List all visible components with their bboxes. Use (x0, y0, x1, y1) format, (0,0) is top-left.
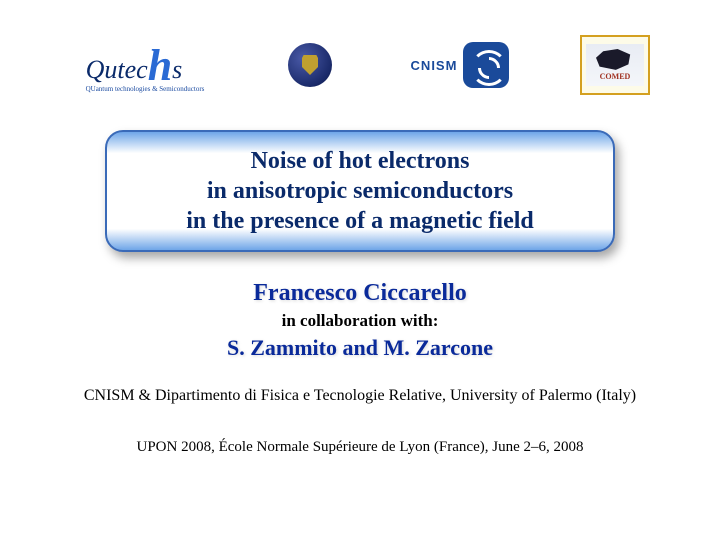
logo-row: Qutechs QUantum technologies & Semicondu… (0, 0, 720, 110)
author-main: Francesco Ciccarello (0, 280, 720, 307)
title-line-3: in the presence of a magnetic field (127, 206, 593, 236)
logo-comed: COMED (580, 35, 650, 95)
comed-map-icon (596, 49, 632, 71)
cnism-label: CNISM (411, 58, 458, 73)
logo-qutechs: Qutechs QUantum technologies & Semicondu… (70, 35, 220, 95)
title-line-2: in anisotropic semiconductors (127, 176, 593, 206)
qutechs-wordmark: Qutechs (86, 38, 205, 89)
title-line-1: Noise of hot electrons (127, 146, 593, 176)
venue: UPON 2008, École Normale Supérieure de L… (0, 439, 720, 456)
authors-block: Francesco Ciccarello in collaboration wi… (0, 280, 720, 456)
coauthors: S. Zammito and M. Zarcone (0, 335, 720, 361)
cnism-swirl-icon (463, 42, 509, 88)
comed-label: COMED (586, 72, 644, 81)
logo-university-shield (280, 35, 340, 95)
shield-icon (288, 43, 332, 87)
logo-cnism: CNISM (400, 35, 520, 95)
collab-label: in collaboration with: (0, 311, 720, 331)
title-panel: Noise of hot electrons in anisotropic se… (105, 130, 615, 252)
affiliation: CNISM & Dipartimento di Fisica e Tecnolo… (0, 387, 720, 405)
